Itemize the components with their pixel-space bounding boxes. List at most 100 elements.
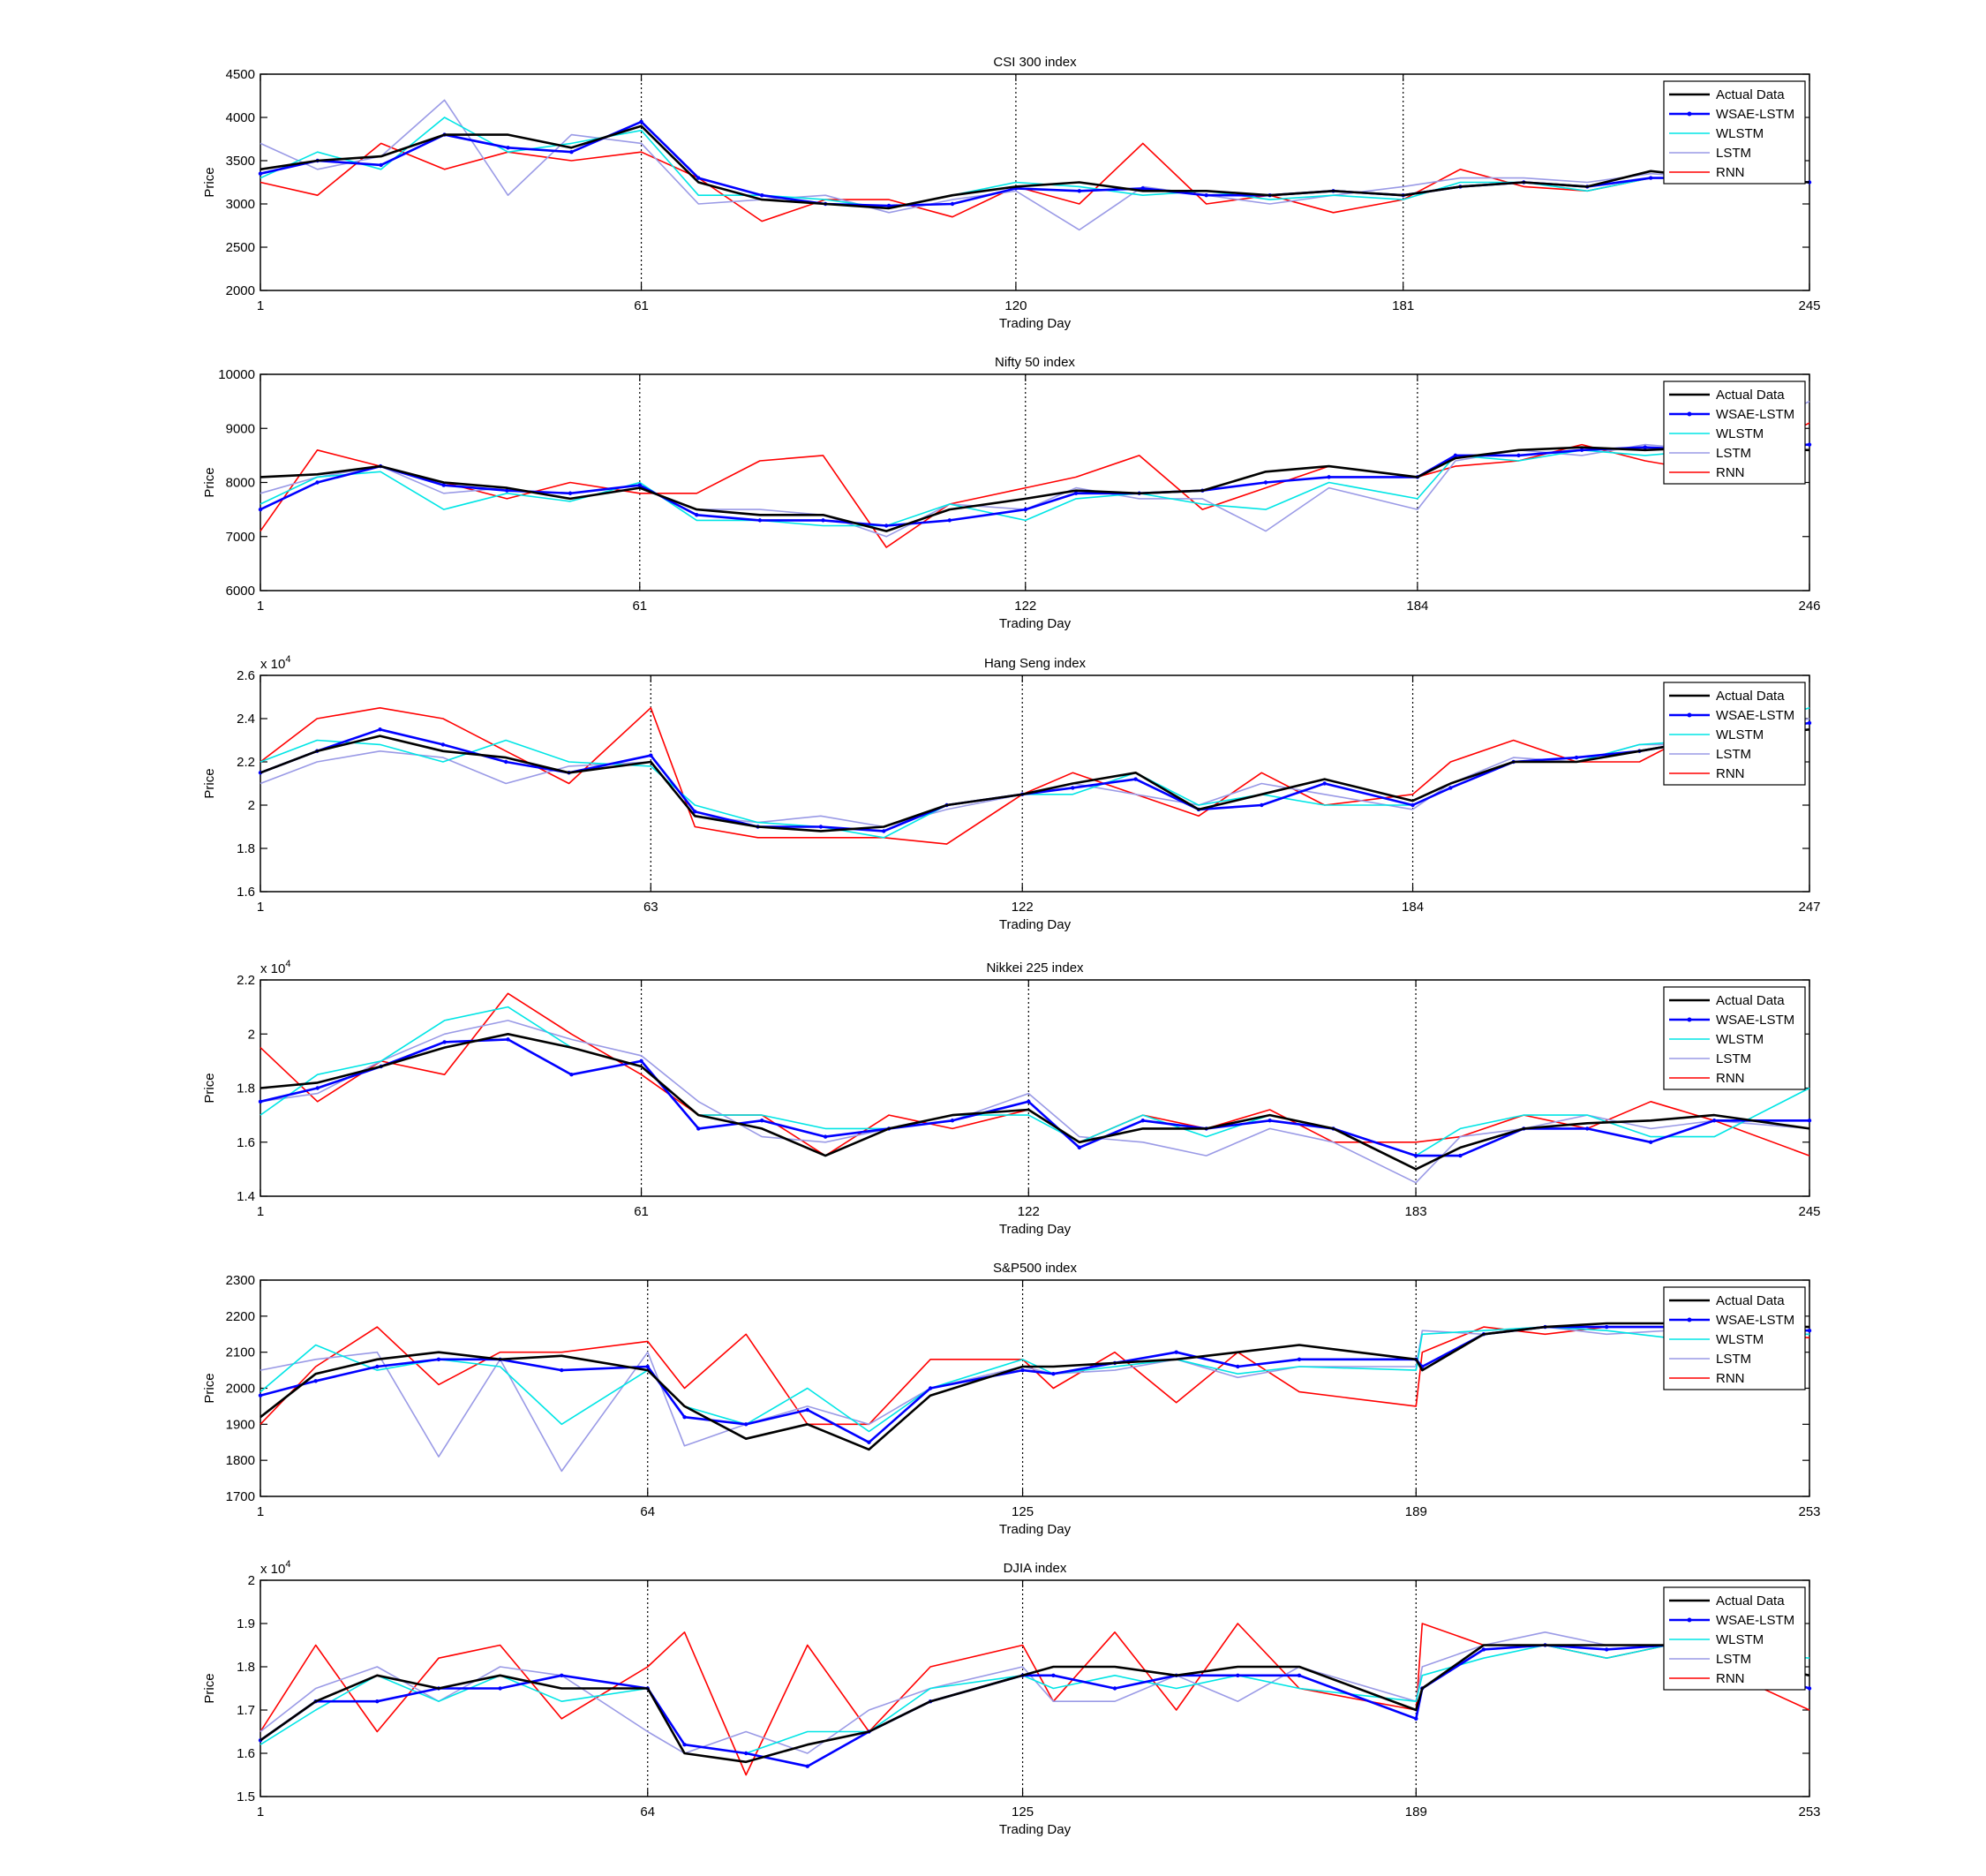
legend-label: LSTM — [1716, 446, 1751, 461]
data-point — [928, 1386, 933, 1390]
data-point — [1648, 1140, 1653, 1144]
legend-label: RNN — [1716, 165, 1745, 180]
data-point — [1643, 445, 1647, 449]
x-tick-label: 1 — [257, 1204, 264, 1219]
chart-panel: 1 61 120 181 245 2000 2500 3000 3500 4000 4500 CSI … — [202, 55, 1821, 331]
x-tick-label: 183 — [1405, 1204, 1427, 1219]
legend-label: LSTM — [1716, 747, 1751, 762]
data-point — [950, 201, 955, 207]
data-point — [682, 1743, 687, 1747]
data-point — [882, 829, 886, 833]
chart-panel: 1 64 125 189 253 1700 1800 1900 2000 2100 2200 2300… — [202, 1261, 1821, 1537]
data-point — [258, 507, 263, 512]
legend-label: LSTM — [1716, 1352, 1751, 1367]
x-tick-label: 122 — [1014, 599, 1036, 614]
data-point — [743, 1751, 749, 1756]
data-point — [1807, 1328, 1812, 1333]
y-tick-label: 2 — [248, 1027, 255, 1042]
exponent-power: 4 — [285, 1559, 290, 1570]
legend-label: RNN — [1716, 465, 1745, 480]
data-point — [313, 1379, 318, 1383]
legend-label: WSAE-LSTM — [1716, 708, 1794, 723]
data-point — [442, 1040, 447, 1044]
series-line — [260, 1322, 1810, 1451]
data-point — [1516, 453, 1521, 458]
data-point — [639, 119, 643, 124]
x-tick-label: 125 — [1012, 1804, 1034, 1819]
chart-panel: 1 61 122 183 245 1.4 1.6 1.8 2 2.2 x 104 Nikkei 225… — [202, 959, 1821, 1237]
chart-panel: 1 61 122 184 246 6000 7000 8000 9000 10000 Nifty 5… — [202, 355, 1821, 631]
data-point — [1604, 1647, 1609, 1652]
data-point — [884, 524, 889, 528]
data-point — [805, 1407, 810, 1413]
x-axis-label: Trading Day — [999, 316, 1072, 331]
legend — [1663, 80, 1806, 185]
chart-title: CSI 300 index — [993, 55, 1077, 70]
data-point — [1453, 453, 1458, 458]
data-point — [1807, 1686, 1812, 1691]
legend-label: Actual Data — [1716, 689, 1785, 704]
legend-marker — [1687, 111, 1692, 117]
data-point — [947, 518, 952, 523]
data-point — [818, 825, 824, 829]
data-point — [1174, 1350, 1178, 1354]
y-axis-label: Price — [202, 768, 217, 798]
y-axis-label: Price — [202, 467, 217, 497]
data-point — [1140, 186, 1145, 191]
y-tick-label: 7000 — [226, 530, 255, 545]
x-tick-label: 181 — [1392, 298, 1414, 313]
exponent-base: x 10 — [260, 1562, 285, 1577]
data-point — [1051, 1673, 1056, 1678]
legend-label: Actual Data — [1716, 388, 1785, 403]
y-tick-label: 2000 — [226, 1382, 255, 1397]
series-line — [260, 1644, 1810, 1764]
plot-area — [260, 1579, 1810, 1797]
data-point — [315, 480, 320, 485]
data-point — [568, 491, 573, 495]
data-point — [1140, 1119, 1145, 1123]
y-axis-label: Price — [202, 1673, 217, 1703]
y-tick-label: 1.6 — [237, 1135, 255, 1150]
data-point — [440, 742, 446, 747]
data-point — [378, 727, 382, 732]
x-tick-label: 1 — [257, 1804, 264, 1819]
plot-area — [260, 979, 1810, 1197]
data-point — [1481, 1647, 1486, 1652]
data-point — [505, 488, 509, 493]
legend-marker — [1687, 712, 1692, 718]
x-tick-label: 253 — [1798, 1504, 1820, 1519]
legend-label: Actual Data — [1716, 87, 1785, 102]
data-point — [1327, 475, 1331, 479]
x-tick-label: 61 — [634, 298, 649, 313]
data-point — [560, 1673, 564, 1678]
x-tick-label: 253 — [1798, 1804, 1820, 1819]
x-tick-label: 1 — [257, 1504, 264, 1519]
y-tick-label: 1800 — [226, 1453, 255, 1468]
data-point — [867, 1440, 871, 1444]
legend-label: WSAE-LSTM — [1716, 107, 1794, 122]
legend-label: WLSTM — [1716, 727, 1764, 742]
y-tick-label: 1.6 — [237, 1746, 255, 1761]
legend — [1663, 682, 1806, 786]
y-tick-label: 2000 — [226, 283, 255, 298]
data-point — [258, 171, 263, 176]
y-tick-label: 10000 — [218, 367, 255, 382]
y-tick-label: 2.6 — [237, 668, 255, 683]
series-line — [260, 124, 1810, 210]
legend — [1663, 1586, 1806, 1691]
legend — [1663, 1286, 1806, 1390]
x-tick-label: 189 — [1405, 1504, 1427, 1519]
x-tick-label: 1 — [257, 298, 264, 313]
data-point — [258, 1099, 263, 1104]
x-tick-label: 120 — [1004, 298, 1027, 313]
y-axis-label: Price — [202, 1373, 217, 1403]
data-point — [1236, 1673, 1240, 1678]
legend — [1663, 986, 1806, 1090]
data-point — [375, 1364, 380, 1369]
chart-title: Hang Seng index — [984, 656, 1087, 671]
legend-marker — [1687, 1017, 1692, 1022]
x-tick-label: 61 — [634, 1204, 649, 1219]
data-point — [1411, 802, 1415, 808]
series-line — [260, 728, 1810, 833]
legend-label: WSAE-LSTM — [1716, 1013, 1794, 1028]
